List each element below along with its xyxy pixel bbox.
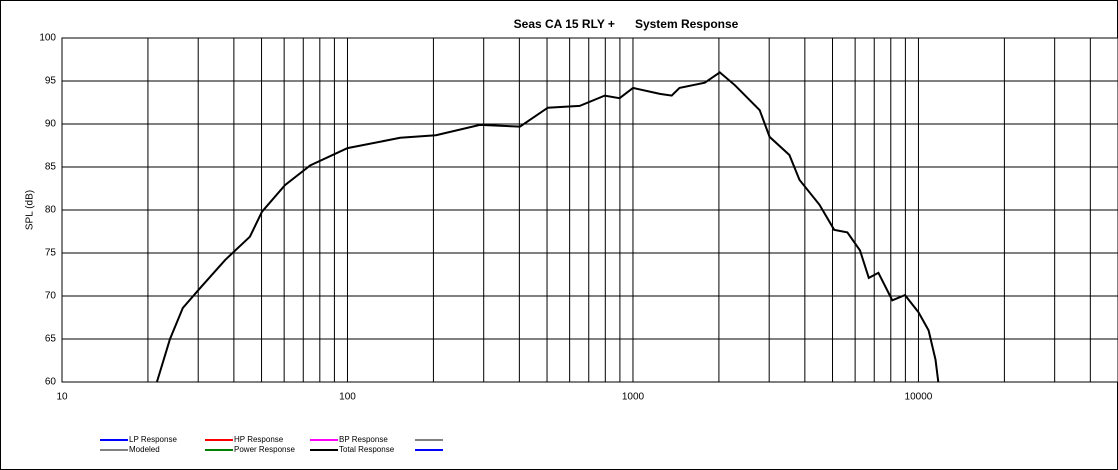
y-tick-label: 85 [45, 162, 57, 173]
y-tick-label: 65 [45, 334, 57, 345]
y-axis-label: SPL (dB) [25, 190, 36, 230]
legend-label: BP Response [339, 435, 388, 444]
y-tick-label: 70 [45, 291, 57, 302]
legend-label: LP Response [129, 435, 177, 444]
y-tick-label: 60 [45, 377, 57, 388]
response-line [155, 71, 940, 383]
y-tick-label: 90 [45, 119, 57, 130]
legend-label: HP Response [234, 435, 284, 444]
legend-label: Power Response [234, 445, 295, 454]
x-tick-label: 10000 [905, 392, 933, 403]
x-tick-label: 100 [339, 392, 356, 403]
y-tick-label: 80 [45, 205, 57, 216]
x-tick-label: 10 [56, 392, 68, 403]
legend-label: Modeled [129, 445, 160, 454]
y-tick-label: 100 [39, 33, 56, 44]
y-tick-label: 75 [45, 248, 57, 259]
chart-title: Seas CA 15 RLY + System Response [514, 17, 739, 31]
x-tick-label: 1000 [622, 392, 645, 403]
y-tick-label: 95 [45, 76, 57, 87]
legend-label: Total Response [339, 445, 395, 454]
